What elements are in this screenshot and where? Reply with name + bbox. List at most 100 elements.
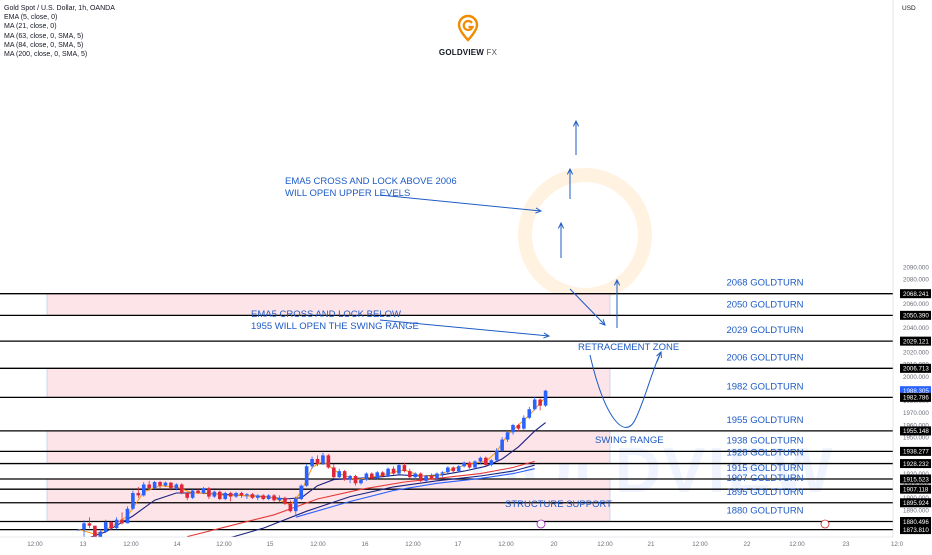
price-axis-bg (893, 0, 932, 550)
price-tag-label: 2029.121 (903, 338, 929, 345)
price-tag (900, 310, 931, 320)
annotation-label: WILL OPEN UPPER LEVELS (285, 188, 410, 199)
candle-body (131, 492, 135, 509)
arrow-below-1955 (379, 319, 550, 337)
y-tick-label: 2040.000 (903, 325, 929, 332)
candle-body (353, 475, 358, 484)
y-tick-label: 2000.000 (903, 374, 929, 381)
price-tag-label: 1880.496 (903, 519, 929, 526)
price-tag (900, 446, 931, 456)
level-label: 1938 GOLDTURN (726, 435, 803, 446)
arrow-up-2050-head (572, 119, 580, 127)
zones-layer (46, 293, 611, 522)
arrow-up-2006-head (557, 221, 565, 229)
candle-body (332, 467, 336, 478)
candle-body (179, 484, 184, 493)
candle-body (505, 432, 510, 440)
symbol-title[interactable]: Gold Spot / U.S. Dollar, 1h, OANDA (4, 5, 115, 12)
y-tick-label: 1920.000 (903, 471, 929, 478)
x-tick-label: 21 (648, 541, 655, 548)
candle-body (337, 471, 342, 478)
arrow-down-1955-head (599, 319, 606, 326)
us-flag-icon[interactable] (820, 519, 830, 529)
annotation-arrows (379, 119, 662, 428)
candle-body (435, 473, 439, 479)
price-tag (900, 525, 931, 535)
price-tag-label: 1895.924 (903, 500, 929, 507)
x-tick-label: 12:00 (498, 541, 514, 548)
candle-body (196, 490, 200, 493)
candle-body (76, 529, 81, 531)
arrow-down-1955 (569, 288, 606, 326)
indicator-ma63[interactable]: MA (63, close, 0, SMA, 5) (4, 32, 84, 40)
price-tag-label: 2068.241 (903, 291, 929, 298)
candle-body (532, 399, 537, 410)
arrow-above-2006 (379, 194, 542, 212)
annotation-label: 1955 WILL OPEN THE SWING RANGE (251, 321, 419, 332)
arrow-below-1955-head (543, 332, 551, 339)
candle-body (239, 492, 244, 496)
event-marker-icon[interactable] (536, 519, 546, 529)
candle-body (283, 497, 287, 504)
price-tag-label: 1873.810 (903, 527, 929, 534)
candle-body (147, 484, 151, 489)
x-tick-label: 12:00 (692, 541, 708, 548)
swing-curve-head (656, 351, 662, 363)
level-label: 1907 GOLDTURN (726, 473, 803, 484)
price-tag-label: 2050.390 (903, 313, 929, 320)
candle-body (304, 466, 309, 486)
candle-body (527, 409, 532, 418)
candle-body (348, 475, 352, 480)
candle-body (310, 458, 314, 467)
candle-body (93, 525, 97, 540)
indicator-ma84[interactable]: MA (84, close, 0, SMA, 5) (4, 41, 84, 49)
candle-body (429, 475, 434, 479)
candle-body (359, 479, 363, 484)
ma-blue-line (295, 468, 535, 518)
price-axis[interactable]: USD1880.0001890.0001900.0001910.0001920.… (892, 0, 932, 550)
annotation-label: EMA5 CROSS AND LOCK ABOVE 2006 (285, 176, 457, 187)
annotation-label: STRUCTURE SUPPORT (505, 499, 612, 510)
price-tag (900, 336, 931, 346)
candle-body (228, 492, 233, 497)
candle-body (109, 522, 113, 529)
candle-body (489, 460, 494, 466)
candle-body (163, 482, 168, 486)
price-tag-label: 1907.118 (903, 486, 929, 493)
level-label: 1982 GOLDTURN (726, 381, 803, 392)
y-tick-label: 1960.000 (903, 422, 929, 429)
x-tick-label: 14 (174, 541, 181, 548)
level-label: 1880 GOLDTURN (726, 505, 803, 516)
candle-body (207, 488, 211, 497)
level-label: 1955 GOLDTURN (726, 415, 803, 426)
candle-body (397, 465, 401, 474)
x-tick-label: 12:00 (27, 541, 43, 548)
candle-body (141, 484, 146, 496)
x-tick-label: 12:00 (597, 541, 613, 548)
ma-navy-line (225, 464, 535, 540)
level-label: 1895 GOLDTURN (726, 487, 803, 498)
candle-body (467, 462, 472, 468)
indicator-ma21[interactable]: MA (21, close, 0) (4, 23, 57, 31)
y-tick-label: 2080.000 (903, 277, 929, 284)
price-tag-label: 2006.713 (903, 366, 929, 373)
candle-body (391, 468, 396, 474)
candle-body (375, 472, 380, 479)
price-tag (900, 289, 931, 299)
annotation-label: RETRACEMENT ZONE (578, 342, 679, 353)
candle-body (478, 457, 483, 462)
candle-body (250, 494, 255, 498)
level-label: 2029 GOLDTURN (726, 325, 803, 336)
x-tick-label: 17 (455, 541, 462, 548)
indicator-ma200[interactable]: MA (200, close, 0, SMA, 5) (4, 51, 88, 59)
arrow-up-2029-head (566, 167, 574, 175)
annotation-label: EMA5 CROSS AND LOCK BELOW (251, 309, 401, 320)
candle-body (87, 523, 92, 526)
indicator-ema5[interactable]: EMA (5, close, 0) (4, 14, 58, 22)
candle-body (212, 491, 217, 497)
candle-body (380, 472, 385, 476)
time-axis[interactable]: 12:00 13 12:00 14 12:00 15 12:00 16 12:00 17 12:00… (0, 519, 932, 550)
